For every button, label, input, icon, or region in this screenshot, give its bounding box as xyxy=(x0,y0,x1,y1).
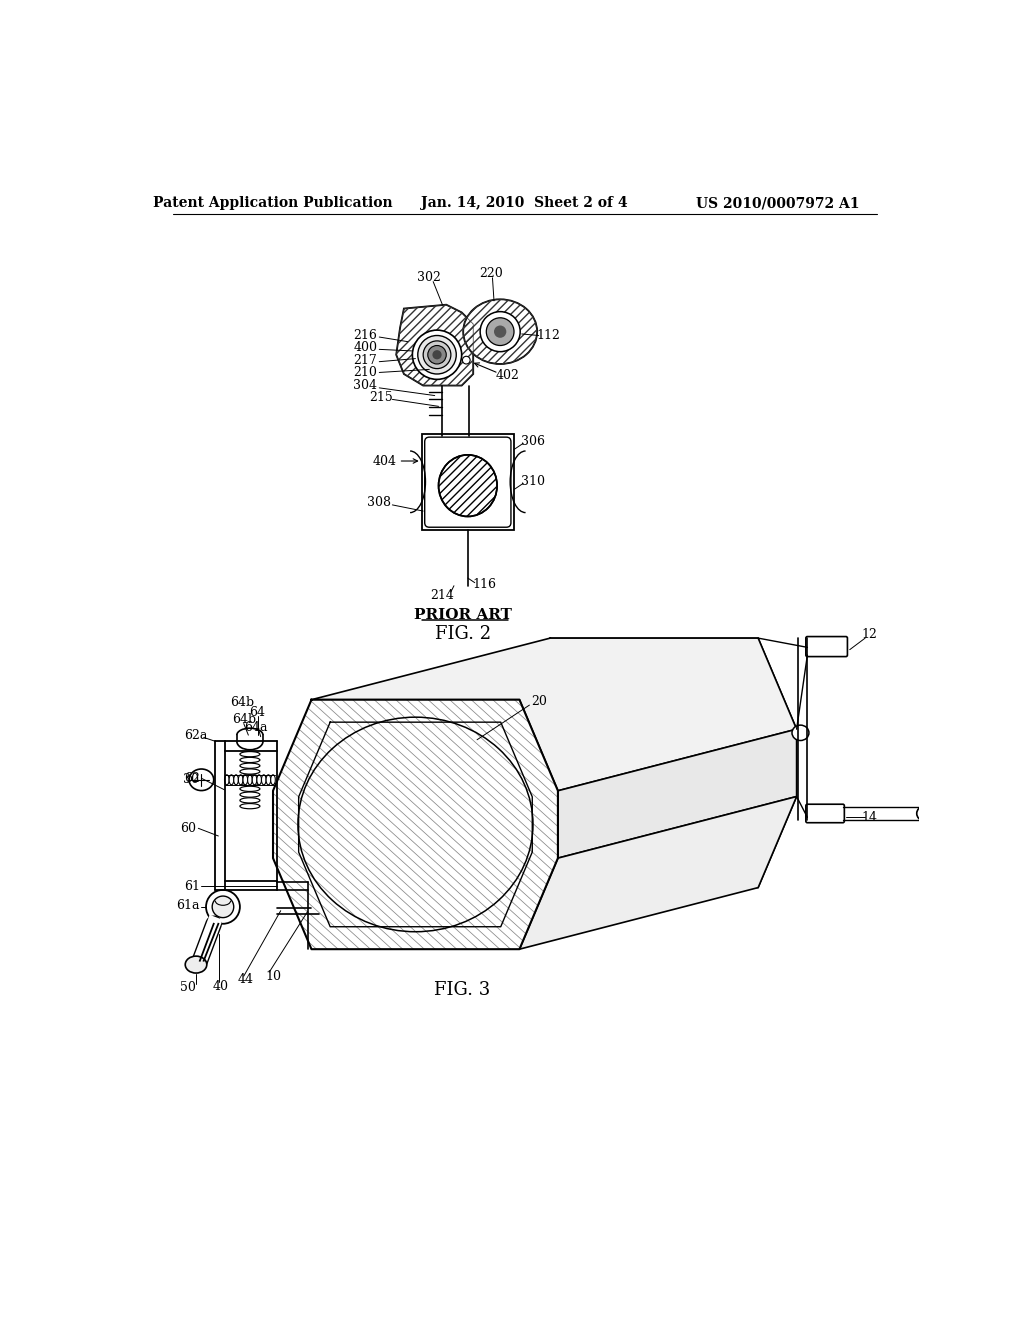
Ellipse shape xyxy=(240,751,260,756)
Circle shape xyxy=(432,350,441,359)
Ellipse shape xyxy=(916,807,931,821)
Text: Jan. 14, 2010  Sheet 2 of 4: Jan. 14, 2010 Sheet 2 of 4 xyxy=(422,197,628,210)
Circle shape xyxy=(463,356,470,364)
Circle shape xyxy=(413,330,462,379)
Circle shape xyxy=(206,890,240,924)
Text: 60: 60 xyxy=(180,822,197,834)
Ellipse shape xyxy=(240,787,260,792)
Ellipse shape xyxy=(248,775,252,785)
Text: 306: 306 xyxy=(520,436,545,449)
Text: 402: 402 xyxy=(496,370,520,381)
Text: 217: 217 xyxy=(353,354,377,367)
Text: 44: 44 xyxy=(238,973,254,986)
Polygon shape xyxy=(273,700,558,949)
Text: 215: 215 xyxy=(369,391,392,404)
Text: 64: 64 xyxy=(250,705,265,718)
Text: 116: 116 xyxy=(473,578,497,591)
Ellipse shape xyxy=(240,775,260,780)
Text: 10: 10 xyxy=(265,970,281,982)
Circle shape xyxy=(423,341,451,368)
Polygon shape xyxy=(311,638,797,791)
Text: FIG. 3: FIG. 3 xyxy=(433,981,489,999)
Text: FIG. 2: FIG. 2 xyxy=(435,626,492,643)
Bar xyxy=(422,434,514,531)
Text: 308: 308 xyxy=(367,496,390,510)
Ellipse shape xyxy=(243,775,248,785)
Text: 216: 216 xyxy=(353,329,378,342)
Circle shape xyxy=(428,346,446,364)
Text: 50: 50 xyxy=(180,981,197,994)
FancyBboxPatch shape xyxy=(806,804,845,822)
Ellipse shape xyxy=(189,770,214,791)
Text: 62a: 62a xyxy=(184,729,208,742)
Text: 210: 210 xyxy=(353,366,378,379)
Ellipse shape xyxy=(185,956,207,973)
Text: 310: 310 xyxy=(520,475,545,488)
Text: 14: 14 xyxy=(861,810,877,824)
FancyBboxPatch shape xyxy=(425,437,511,527)
Ellipse shape xyxy=(229,775,233,785)
Text: 40: 40 xyxy=(213,979,228,993)
Ellipse shape xyxy=(270,775,275,785)
Circle shape xyxy=(212,896,233,917)
Ellipse shape xyxy=(261,775,266,785)
Text: 12: 12 xyxy=(861,628,877,640)
Text: PRIOR ART: PRIOR ART xyxy=(415,609,512,622)
Ellipse shape xyxy=(239,775,243,785)
Polygon shape xyxy=(558,729,797,858)
Text: 62: 62 xyxy=(184,772,200,785)
Ellipse shape xyxy=(438,455,497,516)
Circle shape xyxy=(494,326,506,338)
Ellipse shape xyxy=(240,792,260,797)
Polygon shape xyxy=(519,796,797,949)
Text: Patent Application Publication: Patent Application Publication xyxy=(154,197,393,210)
Text: 404: 404 xyxy=(373,454,396,467)
FancyBboxPatch shape xyxy=(806,636,848,656)
Ellipse shape xyxy=(224,775,229,785)
Circle shape xyxy=(486,318,514,346)
Text: 64a: 64a xyxy=(245,721,268,734)
Ellipse shape xyxy=(257,775,261,785)
Ellipse shape xyxy=(266,775,270,785)
Polygon shape xyxy=(396,305,473,385)
Circle shape xyxy=(480,312,520,351)
Text: 61a: 61a xyxy=(176,899,200,912)
Text: 61: 61 xyxy=(184,879,200,892)
Text: 64b: 64b xyxy=(230,696,254,709)
Text: 304: 304 xyxy=(353,379,378,392)
Text: 20: 20 xyxy=(530,694,547,708)
Circle shape xyxy=(418,335,457,374)
Ellipse shape xyxy=(233,775,239,785)
Ellipse shape xyxy=(240,763,260,768)
Ellipse shape xyxy=(240,804,260,809)
Text: 302: 302 xyxy=(418,271,441,284)
Ellipse shape xyxy=(240,758,260,763)
Text: US 2010/0007972 A1: US 2010/0007972 A1 xyxy=(695,197,859,210)
Ellipse shape xyxy=(463,300,538,364)
Text: 30: 30 xyxy=(182,774,199,787)
Ellipse shape xyxy=(240,770,260,774)
Text: 64b: 64b xyxy=(231,713,256,726)
Text: 400: 400 xyxy=(353,342,378,354)
Ellipse shape xyxy=(240,797,260,803)
Ellipse shape xyxy=(252,775,257,785)
Text: 112: 112 xyxy=(537,329,560,342)
Text: 220: 220 xyxy=(479,268,503,280)
Ellipse shape xyxy=(792,725,809,741)
Text: 214: 214 xyxy=(430,589,455,602)
Ellipse shape xyxy=(240,780,260,785)
